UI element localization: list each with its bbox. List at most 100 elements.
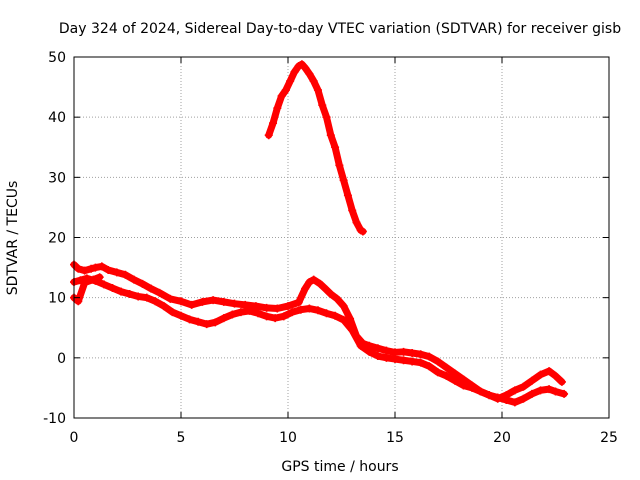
data-point (202, 320, 211, 329)
data-point (251, 302, 260, 311)
data-point (322, 309, 331, 318)
data-point (104, 265, 113, 274)
data-point (89, 275, 98, 284)
data-point (187, 300, 196, 309)
data-point (290, 68, 299, 77)
data-point (134, 292, 143, 301)
data-point (356, 341, 365, 350)
data-point (333, 294, 342, 303)
data-point (510, 386, 519, 395)
y-tick-label: 20 (48, 231, 66, 247)
y-tick-label: -10 (43, 411, 66, 427)
data-point (551, 371, 560, 380)
x-tick-label: 5 (177, 430, 186, 446)
data-point (230, 299, 239, 308)
data-point (305, 278, 314, 287)
data-point (339, 176, 348, 185)
data-point (343, 191, 352, 200)
data-point (155, 288, 164, 297)
data-point (382, 353, 391, 362)
data-point (129, 275, 138, 284)
data-point (177, 297, 185, 306)
data-point (296, 305, 305, 314)
data-point (408, 357, 417, 366)
data-point (87, 264, 96, 273)
data-point (97, 262, 106, 271)
data-point (147, 284, 156, 293)
data-point (322, 113, 331, 122)
data-point (185, 315, 194, 324)
data-point (91, 263, 100, 272)
data-point (241, 300, 250, 309)
data-point (305, 304, 314, 313)
data-point (557, 377, 566, 386)
data-point (382, 346, 391, 355)
data-point (527, 376, 536, 385)
y-tick-label: 40 (48, 110, 66, 126)
data-point (408, 349, 417, 358)
data-point (442, 371, 451, 380)
data-point (493, 393, 502, 402)
data-point (313, 86, 322, 95)
data-point (399, 356, 408, 365)
data-point (271, 314, 280, 323)
data-point (346, 314, 355, 323)
x-tick-label: 0 (70, 430, 79, 446)
data-point (95, 273, 104, 282)
x-tick-label: 10 (279, 430, 297, 446)
data-point (316, 279, 325, 288)
data-point (510, 398, 519, 407)
data-point (281, 86, 290, 95)
data-point (459, 381, 468, 390)
data-point (288, 308, 297, 317)
data-point (502, 395, 511, 404)
data-point (80, 278, 89, 287)
data-point (433, 357, 442, 366)
data-point (309, 77, 318, 86)
data-point (269, 119, 278, 128)
data-point (318, 101, 327, 110)
data-point (273, 104, 282, 113)
data-point (425, 352, 434, 361)
data-point (301, 284, 310, 293)
data-point (209, 296, 218, 305)
data-point (112, 268, 121, 277)
data-points (70, 60, 569, 407)
data-point (545, 367, 554, 376)
data-point (348, 326, 357, 335)
data-point (125, 290, 134, 299)
data-point (236, 308, 245, 317)
data-point (245, 306, 254, 315)
data-point (551, 387, 560, 396)
y-tick-label: 30 (48, 170, 66, 186)
data-point (348, 206, 357, 215)
data-point (138, 279, 147, 288)
data-point (365, 347, 374, 356)
data-point (305, 69, 314, 78)
series-arc-lower (70, 274, 569, 407)
data-point (286, 77, 295, 86)
data-point (194, 317, 203, 326)
data-point (219, 314, 228, 323)
data-point (416, 350, 425, 359)
data-point (468, 383, 477, 392)
data-point (545, 385, 554, 394)
data-point (108, 284, 117, 293)
data-point (313, 306, 322, 315)
data-point (373, 352, 382, 361)
data-point (519, 394, 528, 403)
data-point (219, 297, 228, 306)
data-point (527, 389, 536, 398)
data-point (326, 131, 335, 140)
data-point (117, 287, 126, 296)
data-point (284, 302, 292, 311)
y-tick-label: 50 (48, 50, 66, 66)
data-point (262, 312, 271, 321)
data-point (335, 161, 344, 170)
data-point (74, 264, 83, 273)
data-point (519, 382, 528, 391)
y-tick-label: 10 (48, 291, 66, 307)
x-tick-label: 25 (600, 430, 618, 446)
data-point (433, 368, 442, 377)
